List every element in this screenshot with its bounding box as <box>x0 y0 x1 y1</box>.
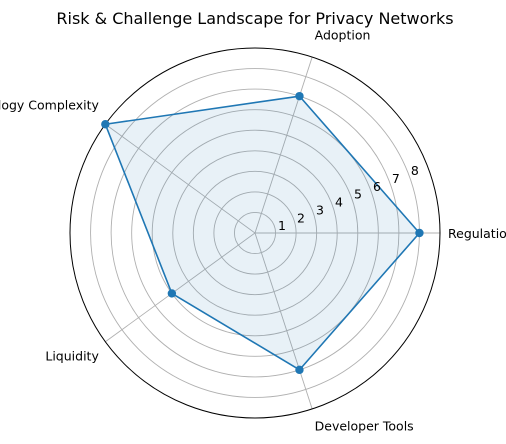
grid-spoke <box>254 56 313 234</box>
category-label: Adoption <box>315 27 371 42</box>
grid-spoke <box>105 123 256 234</box>
radial-tick-label: 7 <box>392 171 400 186</box>
series-area <box>105 96 420 370</box>
chart-title: Risk & Challenge Landscape for Privacy N… <box>56 9 453 28</box>
grid-layer <box>69 47 441 419</box>
radial-tick-label: 2 <box>297 210 305 225</box>
radial-tick-label: 3 <box>316 202 324 217</box>
category-label: Developer Tools <box>315 419 414 434</box>
radial-tick-label: 6 <box>373 179 381 194</box>
series-line <box>104 95 421 371</box>
category-label: Liquidity <box>45 348 99 363</box>
radial-tick-label: 5 <box>354 187 362 202</box>
category-label: Regulation <box>448 226 506 241</box>
radial-tick-label: 1 <box>278 218 286 233</box>
radial-tick-label: 4 <box>335 195 343 210</box>
data-layer <box>101 91 424 375</box>
data-point <box>295 365 304 375</box>
data-point <box>167 289 177 298</box>
grid-spoke <box>105 232 256 343</box>
radial-tick-label: 8 <box>411 163 419 178</box>
category-label: Technology Complexity <box>0 98 99 113</box>
polar-frame <box>69 47 441 419</box>
data-point <box>415 228 424 238</box>
data-point <box>101 120 110 129</box>
grid-spoke <box>254 232 313 410</box>
data-point <box>295 91 304 101</box>
